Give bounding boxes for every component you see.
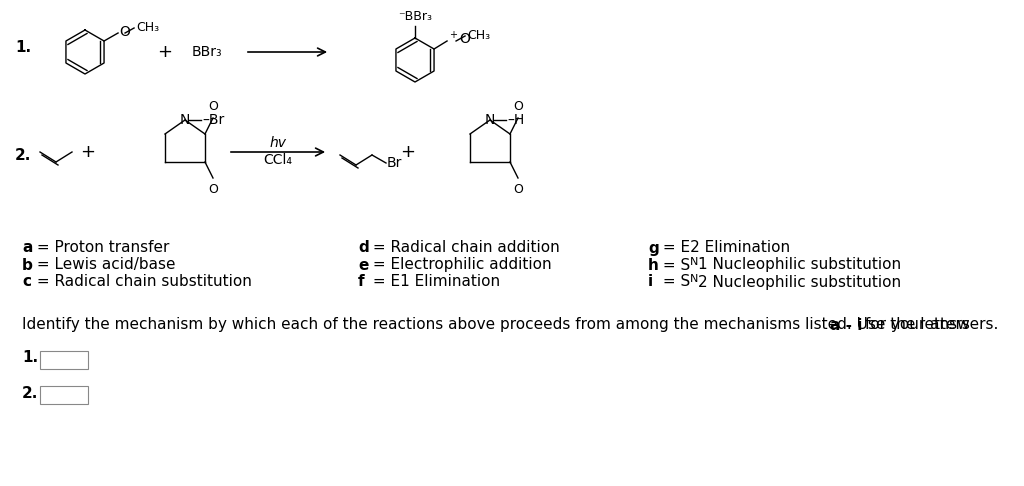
Text: BBr₃: BBr₃ [193,45,222,59]
Text: c: c [22,275,31,290]
Text: a - i: a - i [830,317,862,332]
Text: hv: hv [269,136,287,150]
Text: O: O [513,100,523,113]
Text: O: O [119,25,130,39]
Text: $^+$O: $^+$O [447,30,472,48]
Text: Br: Br [387,156,402,170]
Text: = E2 Elimination: = E2 Elimination [658,241,791,256]
Text: 1.: 1. [15,40,31,55]
Text: f: f [358,275,365,290]
Text: CCl₄: CCl₄ [263,153,293,167]
Text: b: b [22,258,33,273]
Text: 2.: 2. [15,147,32,162]
Text: d: d [358,241,369,256]
Text: for your answers.: for your answers. [860,317,998,332]
Text: Identify the mechanism by which each of the reactions above proceeds from among : Identify the mechanism by which each of … [22,317,975,332]
Text: = E1 Elimination: = E1 Elimination [368,275,500,290]
Text: +: + [400,143,416,161]
Text: ⁻BBr₃: ⁻BBr₃ [398,10,432,23]
Text: N: N [690,257,698,267]
Text: = S: = S [658,275,690,290]
Text: O: O [208,100,218,113]
Text: = Radical chain addition: = Radical chain addition [368,241,560,256]
Text: +: + [158,43,172,61]
Text: a: a [22,241,33,256]
Text: O: O [513,183,523,196]
Text: N: N [690,274,698,284]
Bar [40,386,88,404]
Text: 2.: 2. [22,385,38,400]
Text: +: + [81,143,95,161]
Text: N: N [484,113,496,127]
Text: g: g [648,241,658,256]
Text: CH₃: CH₃ [467,30,490,42]
Text: CH₃: CH₃ [136,21,159,35]
Text: = S: = S [658,258,690,273]
Text: = Proton transfer: = Proton transfer [32,241,169,256]
Text: = Lewis acid/base: = Lewis acid/base [32,258,175,273]
Text: N: N [180,113,190,127]
Text: –Br: –Br [202,113,224,127]
Text: i: i [648,275,653,290]
Text: = Electrophilic addition: = Electrophilic addition [368,258,552,273]
Text: –H: –H [507,113,524,127]
Text: O: O [208,183,218,196]
Text: e: e [358,258,369,273]
Bar [40,351,88,369]
Text: 1 Nucleophilic substitution: 1 Nucleophilic substitution [698,258,901,273]
Text: h: h [648,258,658,273]
Text: = Radical chain substitution: = Radical chain substitution [32,275,252,290]
Text: 1.: 1. [22,350,38,365]
Text: 2 Nucleophilic substitution: 2 Nucleophilic substitution [698,275,901,290]
